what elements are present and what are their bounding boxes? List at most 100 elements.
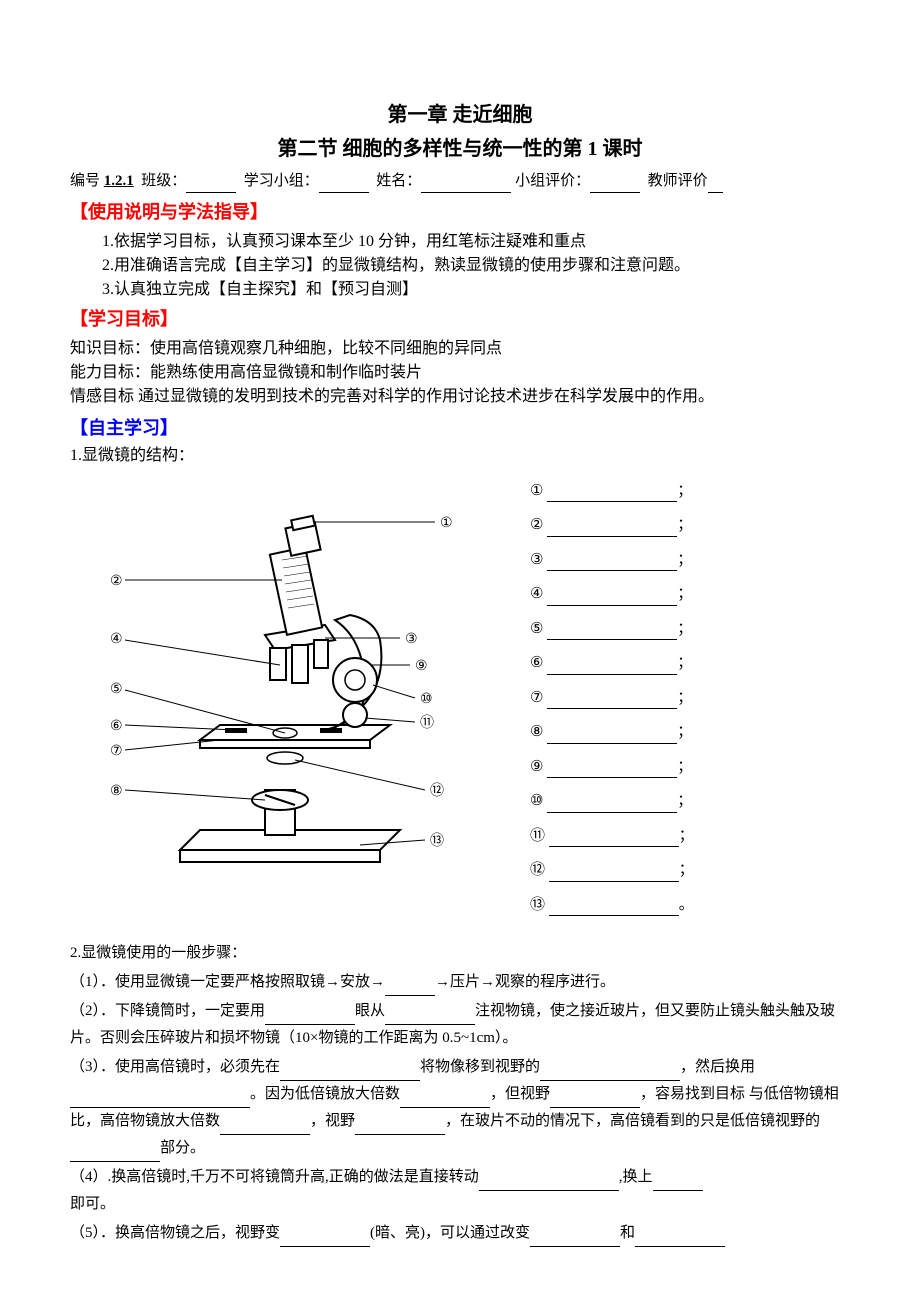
step5-blank1 bbox=[280, 1230, 370, 1247]
page: 第一章 走近细胞 第二节 细胞的多样性与统一性的第 1 课时 编号 1.2.1 … bbox=[0, 0, 920, 1309]
steps-title: 2.显微镜使用的一般步骤： bbox=[70, 940, 850, 967]
label-blank-11 bbox=[549, 831, 679, 847]
label-row: ⑬ 。 bbox=[530, 894, 850, 917]
label-num-8: ⑧ bbox=[530, 721, 543, 744]
step-5: （5）．换高倍物镜之后，视野变(暗、亮)，可以通过改变和 bbox=[70, 1220, 850, 1247]
step3-blank2 bbox=[540, 1064, 680, 1081]
step-3: （3）．使用高倍镜时，必须先在将物像移到视野的，然后换用 。因为低倍镜放大倍数，… bbox=[70, 1054, 850, 1162]
step3g: ，视野 bbox=[310, 1113, 355, 1129]
step-4: （4）.换高倍镜时,千万不可将镜筒升高,正确的做法是直接转动,换上即可。 bbox=[70, 1164, 850, 1218]
label-num-7: ⑦ bbox=[530, 687, 543, 710]
label-num-11: ⑪ bbox=[530, 825, 545, 848]
step3e: ，但视野 bbox=[490, 1086, 550, 1102]
step5-blank2 bbox=[530, 1230, 620, 1247]
svg-text:⑩: ⑩ bbox=[420, 692, 433, 707]
groupeval-blank bbox=[590, 176, 640, 193]
label-row: ⑤ ； bbox=[530, 618, 850, 641]
label-row: ⑧ ； bbox=[530, 721, 850, 744]
svg-text:②: ② bbox=[110, 574, 123, 589]
step1b: →压片→观察的程序进行。 bbox=[435, 974, 615, 990]
heading-usage: 【使用说明与学法指导】 bbox=[70, 199, 850, 226]
goal-ability-text: 能熟练使用高倍显微镜和制作临时装片 bbox=[150, 364, 422, 381]
step3b: 将物像移到视野的 bbox=[420, 1059, 540, 1075]
label-row: ④ ； bbox=[530, 583, 850, 606]
name-label: 姓名： bbox=[376, 173, 421, 189]
label-blank-2 bbox=[547, 521, 677, 537]
step4-blank1 bbox=[479, 1174, 619, 1191]
label-blank-4 bbox=[547, 590, 677, 606]
usage-item-3: 3.认真独立完成【自主探究】和【预习自测】 bbox=[70, 278, 850, 302]
usage-item-2: 2.用准确语言完成【自主学习】的显微镜结构，熟读显微镜的使用步骤和注意问题。 bbox=[70, 254, 850, 278]
section-title: 第二节 细胞的多样性与统一性的第 1 课时 bbox=[70, 134, 850, 164]
name-blank bbox=[421, 176, 511, 193]
groupeval-label: 小组评价： bbox=[515, 173, 590, 189]
label-blank-8 bbox=[547, 728, 677, 744]
svg-text:⑤: ⑤ bbox=[110, 682, 123, 697]
label-blank-10 bbox=[547, 797, 677, 813]
chapter-title: 第一章 走近细胞 bbox=[70, 100, 850, 130]
step3-blank8 bbox=[70, 1145, 160, 1162]
svg-text:⑧: ⑧ bbox=[110, 784, 123, 799]
label-blank-9 bbox=[547, 762, 677, 778]
step1-blank bbox=[385, 979, 435, 996]
step5c: 和 bbox=[620, 1225, 635, 1241]
step4-blank2 bbox=[653, 1174, 703, 1191]
svg-text:①: ① bbox=[440, 516, 453, 531]
label-row: ③ ； bbox=[530, 549, 850, 572]
goal-knowledge: 知识目标：使用高倍镜观察几种细胞，比较不同细胞的异同点 bbox=[70, 337, 850, 361]
step2-blank1 bbox=[265, 1008, 355, 1025]
svg-text:⑨: ⑨ bbox=[415, 659, 428, 674]
step2-blank2 bbox=[385, 1008, 475, 1025]
label-row: ⑫ ； bbox=[530, 859, 850, 882]
steps-section: 2.显微镜使用的一般步骤： （1）．使用显微镜一定要严格按照取镜→安放→ →压片→… bbox=[70, 940, 850, 1247]
group-label: 学习小组： bbox=[244, 173, 319, 189]
goal-ability: 能力目标：能熟练使用高倍显微镜和制作临时装片 bbox=[70, 361, 850, 385]
step3-blank6 bbox=[220, 1118, 310, 1135]
step3-blank7 bbox=[355, 1118, 445, 1135]
goal-emotion-text: 通过显微镜的发明到技术的完善对科学的作用讨论技术进步在科学发展中的作用。 bbox=[138, 388, 714, 405]
step2b: 眼从 bbox=[355, 1003, 385, 1019]
step-2: （2）．下降镜筒时，一定要用眼从注视物镜，使之接近玻片，但又要防止镜头触头触及玻… bbox=[70, 998, 850, 1052]
label-num-4: ④ bbox=[530, 583, 543, 606]
step3c: ，然后换用 bbox=[680, 1059, 755, 1075]
label-list: ① ； ② ； ③ ； ④ ； ⑤ ； ⑥ ； ⑦ ； ⑧ ； ⑨ ； ⑩ ； … bbox=[490, 480, 850, 929]
teachereval-label: 教师评价 bbox=[648, 173, 708, 189]
label-num-1: ① bbox=[530, 480, 543, 503]
step3h: ，在玻片不动的情况下，高倍镜看到的只是低倍镜视野的 bbox=[445, 1113, 820, 1129]
label-blank-1 bbox=[547, 486, 677, 502]
meta-line: 编号 1.2.1 班级： 学习小组： 姓名： 小组评价： 教师评价 bbox=[70, 170, 850, 193]
goal-knowledge-label: 知识目标： bbox=[70, 340, 150, 357]
label-row: ⑪ ； bbox=[530, 825, 850, 848]
doc-id: 1.2.1 bbox=[104, 173, 134, 189]
goal-knowledge-text: 使用高倍镜观察几种细胞，比较不同细胞的异同点 bbox=[150, 340, 502, 357]
label-num-13: ⑬ bbox=[530, 894, 545, 917]
goal-emotion: 情感目标 通过显微镜的发明到技术的完善对科学的作用讨论技术进步在科学发展中的作用… bbox=[70, 385, 850, 409]
step1a: （1）．使用显微镜一定要严格按照取镜→安放→ bbox=[70, 974, 385, 990]
microscope-diagram: ① ② ③ ④ ⑤ ⑥ ⑦ ⑧ ⑨ ⑩ bbox=[70, 480, 490, 929]
step3-blank3 bbox=[70, 1091, 250, 1108]
usage-item-1: 1.依据学习目标，认真预习课本至少 10 分钟，用红笔标注疑难和重点 bbox=[70, 230, 850, 254]
label-num-2: ② bbox=[530, 514, 543, 537]
label-blank-5 bbox=[547, 624, 677, 640]
step3i: 部分。 bbox=[160, 1140, 205, 1156]
step4b: ,换上 bbox=[619, 1169, 653, 1185]
label-row: ⑨ ； bbox=[530, 756, 850, 779]
label-num-10: ⑩ bbox=[530, 790, 543, 813]
label-blank-7 bbox=[547, 693, 677, 709]
label-row: ② ； bbox=[530, 514, 850, 537]
step3-blank1 bbox=[280, 1064, 420, 1081]
selfstudy-1: 1.显微镜的结构： bbox=[70, 444, 850, 468]
label-row: ⑩ ； bbox=[530, 790, 850, 813]
heading-selfstudy: 【自主学习】 bbox=[70, 415, 850, 442]
label-row: ⑥ ； bbox=[530, 652, 850, 675]
heading-goals: 【学习目标】 bbox=[70, 306, 850, 333]
label-blank-3 bbox=[547, 555, 677, 571]
svg-text:⑪: ⑪ bbox=[420, 715, 434, 731]
label-row: ① ； bbox=[530, 480, 850, 503]
diagram-area: ① ② ③ ④ ⑤ ⑥ ⑦ ⑧ ⑨ ⑩ bbox=[70, 480, 850, 929]
class-label: 班级： bbox=[141, 173, 186, 189]
step4c: 即可。 bbox=[70, 1196, 115, 1212]
step5a: （5）．换高倍物镜之后，视野变 bbox=[70, 1225, 280, 1241]
label-id-prefix: 编号 bbox=[70, 173, 104, 189]
svg-text:⑦: ⑦ bbox=[110, 744, 123, 759]
